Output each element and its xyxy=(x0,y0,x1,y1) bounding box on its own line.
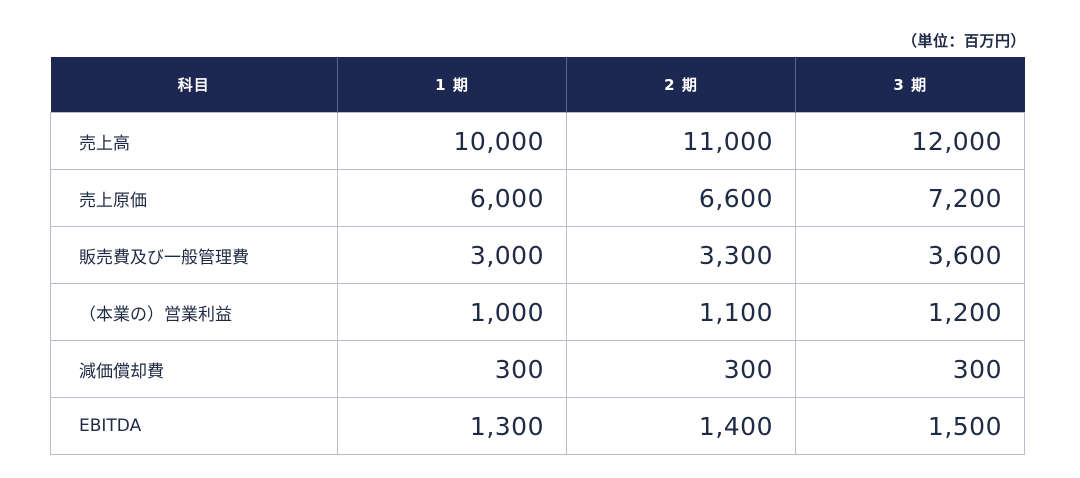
table-row: EBITDA 1,300 1,400 1,500 xyxy=(50,397,1025,455)
table-row: 販売費及び一般管理費 3,000 3,300 3,600 xyxy=(50,226,1025,284)
table-header: 科目 1 期 2 期 3 期 xyxy=(50,57,1025,113)
row-label: EBITDA xyxy=(50,397,338,455)
table-body: 売上高 10,000 11,000 12,000 売上原価 6,000 6,60… xyxy=(50,112,1025,455)
row-value: 1,200 xyxy=(795,283,1025,341)
row-value: 3,300 xyxy=(566,226,796,284)
row-value: 300 xyxy=(337,340,567,398)
table-row: 減価償却費 300 300 300 xyxy=(50,340,1025,398)
table-row: 売上原価 6,000 6,600 7,200 xyxy=(50,169,1025,227)
row-value: 1,300 xyxy=(337,397,567,455)
table-row: 売上高 10,000 11,000 12,000 xyxy=(50,112,1025,170)
header-period-2: 2 期 xyxy=(566,57,796,113)
row-value: 3,600 xyxy=(795,226,1025,284)
row-value: 11,000 xyxy=(566,112,796,170)
header-row: 科目 1 期 2 期 3 期 xyxy=(50,57,1025,113)
row-value: 1,500 xyxy=(795,397,1025,455)
row-value: 1,100 xyxy=(566,283,796,341)
row-label: 販売費及び一般管理費 xyxy=(50,226,338,284)
row-value: 1,400 xyxy=(566,397,796,455)
row-label: （本業の）営業利益 xyxy=(50,283,338,341)
financial-table: 科目 1 期 2 期 3 期 売上高 10,000 11,000 12,000 … xyxy=(50,57,1025,455)
table-row: （本業の）営業利益 1,000 1,100 1,200 xyxy=(50,283,1025,341)
row-value: 12,000 xyxy=(795,112,1025,170)
row-label: 売上原価 xyxy=(50,169,338,227)
row-value: 300 xyxy=(566,340,796,398)
row-label: 売上高 xyxy=(50,112,338,170)
row-label: 減価償却費 xyxy=(50,340,338,398)
header-period-3: 3 期 xyxy=(795,57,1025,113)
header-item-column: 科目 xyxy=(50,57,338,113)
row-value: 300 xyxy=(795,340,1025,398)
row-value: 10,000 xyxy=(337,112,567,170)
row-value: 7,200 xyxy=(795,169,1025,227)
unit-note: （単位：百万円） xyxy=(901,32,1026,50)
row-value: 6,600 xyxy=(566,169,796,227)
header-period-1: 1 期 xyxy=(337,57,567,113)
row-value: 6,000 xyxy=(337,169,567,227)
row-value: 3,000 xyxy=(337,226,567,284)
row-value: 1,000 xyxy=(337,283,567,341)
